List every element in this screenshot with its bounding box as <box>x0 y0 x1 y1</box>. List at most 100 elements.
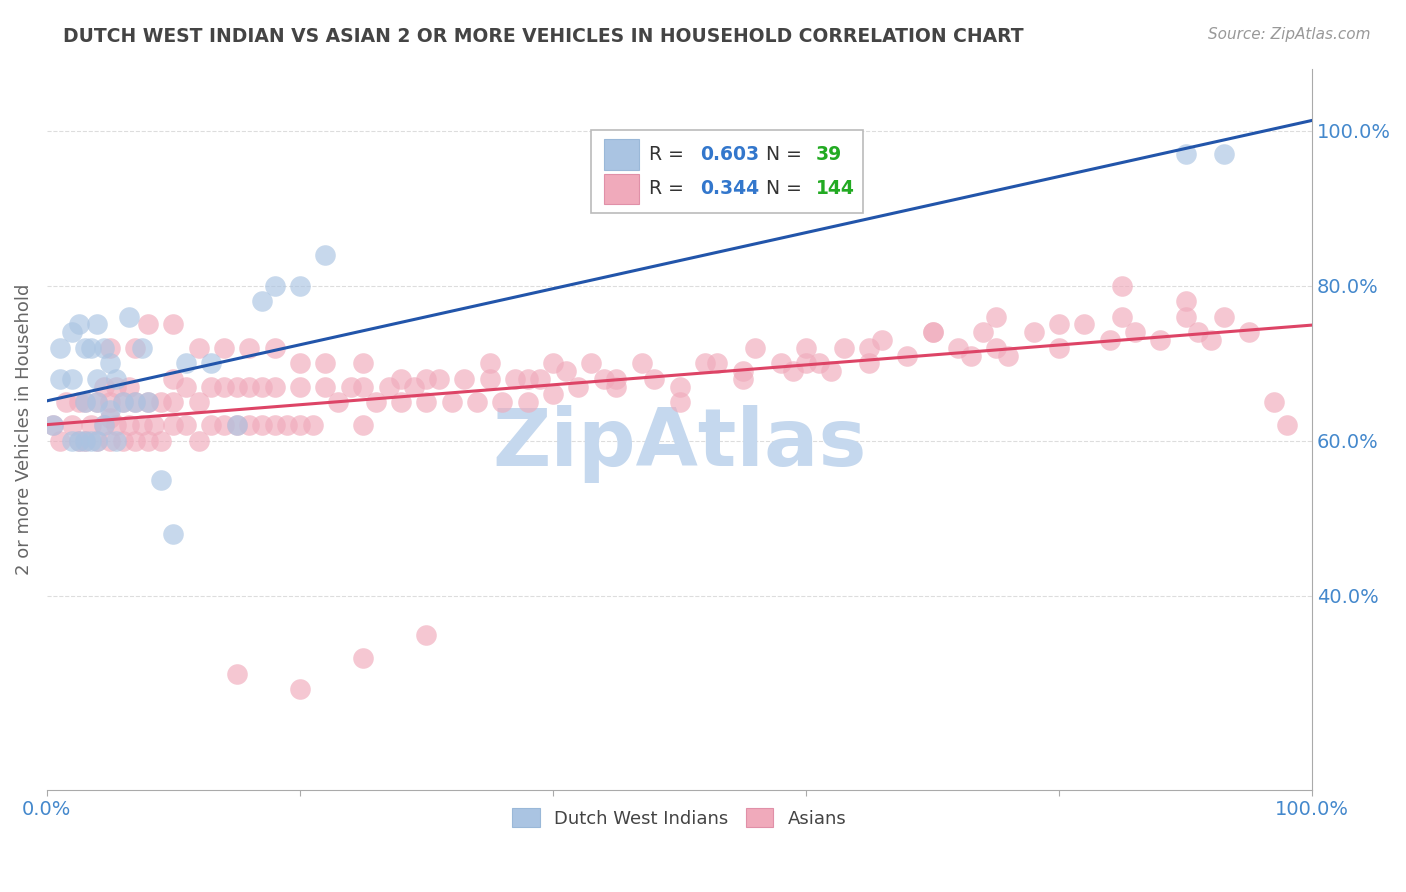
Point <box>1199 333 1222 347</box>
Point <box>48 372 70 386</box>
Point <box>162 418 184 433</box>
Point <box>187 395 209 409</box>
Point <box>605 379 627 393</box>
Point <box>73 395 96 409</box>
Point <box>200 379 222 393</box>
Point <box>491 395 513 409</box>
Point <box>124 395 146 409</box>
Point <box>794 356 817 370</box>
Point <box>364 395 387 409</box>
Legend: Dutch West Indians, Asians: Dutch West Indians, Asians <box>505 801 853 835</box>
Point <box>858 356 880 370</box>
Point <box>149 434 172 448</box>
Point <box>541 356 564 370</box>
Point <box>42 418 65 433</box>
Point <box>67 434 90 448</box>
Point <box>465 395 488 409</box>
Point <box>731 364 754 378</box>
Point <box>67 318 90 332</box>
Point <box>124 341 146 355</box>
Point <box>389 372 412 386</box>
Text: N =: N = <box>765 145 807 164</box>
Point <box>301 418 323 433</box>
Point <box>174 418 197 433</box>
Point <box>105 434 128 448</box>
Point <box>858 341 880 355</box>
Point <box>124 395 146 409</box>
Point <box>643 372 665 386</box>
Point <box>86 434 108 448</box>
Point <box>1174 310 1197 324</box>
Point <box>1149 333 1171 347</box>
Point <box>1263 395 1285 409</box>
Text: N =: N = <box>765 179 807 199</box>
Point <box>60 325 83 339</box>
Text: DUTCH WEST INDIAN VS ASIAN 2 OR MORE VEHICLES IN HOUSEHOLD CORRELATION CHART: DUTCH WEST INDIAN VS ASIAN 2 OR MORE VEH… <box>63 27 1024 45</box>
Text: 0.344: 0.344 <box>700 179 759 199</box>
Point <box>276 418 298 433</box>
Point <box>162 527 184 541</box>
Point <box>250 294 273 309</box>
Point <box>98 434 121 448</box>
Text: Source: ZipAtlas.com: Source: ZipAtlas.com <box>1208 27 1371 42</box>
Point <box>415 628 437 642</box>
Point <box>73 341 96 355</box>
Bar <box>603 139 638 169</box>
Point <box>162 372 184 386</box>
Point <box>1174 146 1197 161</box>
Point <box>111 395 134 409</box>
Point <box>225 666 247 681</box>
Point <box>314 248 336 262</box>
Point <box>377 379 399 393</box>
Point <box>782 364 804 378</box>
Point <box>73 434 96 448</box>
Point <box>42 418 65 433</box>
Text: 39: 39 <box>815 145 842 164</box>
Point <box>111 395 134 409</box>
Point <box>972 325 994 339</box>
Text: ZipAtlas: ZipAtlas <box>492 405 866 483</box>
Point <box>668 395 690 409</box>
Point <box>1187 325 1209 339</box>
Point <box>592 372 614 386</box>
Point <box>1111 310 1133 324</box>
Point <box>263 418 285 433</box>
Point <box>339 379 361 393</box>
Point <box>415 395 437 409</box>
Point <box>1212 310 1234 324</box>
Point <box>794 341 817 355</box>
Point <box>98 341 121 355</box>
Point <box>149 395 172 409</box>
Point <box>984 341 1007 355</box>
Point <box>959 349 981 363</box>
Point <box>93 418 115 433</box>
Point <box>1123 325 1146 339</box>
Point <box>200 356 222 370</box>
Point <box>93 341 115 355</box>
Point <box>93 379 115 393</box>
Point <box>668 379 690 393</box>
Point <box>238 341 260 355</box>
Point <box>212 379 235 393</box>
Point <box>288 379 311 393</box>
Point <box>131 341 153 355</box>
Point <box>605 372 627 386</box>
Point <box>997 349 1019 363</box>
Point <box>314 356 336 370</box>
Point <box>288 356 311 370</box>
Point <box>744 341 766 355</box>
Point <box>200 418 222 433</box>
Point <box>212 418 235 433</box>
Point <box>1022 325 1045 339</box>
Point <box>731 372 754 386</box>
Point <box>131 418 153 433</box>
Point <box>86 395 108 409</box>
Point <box>1111 278 1133 293</box>
Text: R =: R = <box>650 145 690 164</box>
Point <box>86 372 108 386</box>
Point <box>288 418 311 433</box>
Point <box>503 372 526 386</box>
Point <box>136 395 159 409</box>
Point <box>706 356 728 370</box>
Point <box>288 682 311 697</box>
